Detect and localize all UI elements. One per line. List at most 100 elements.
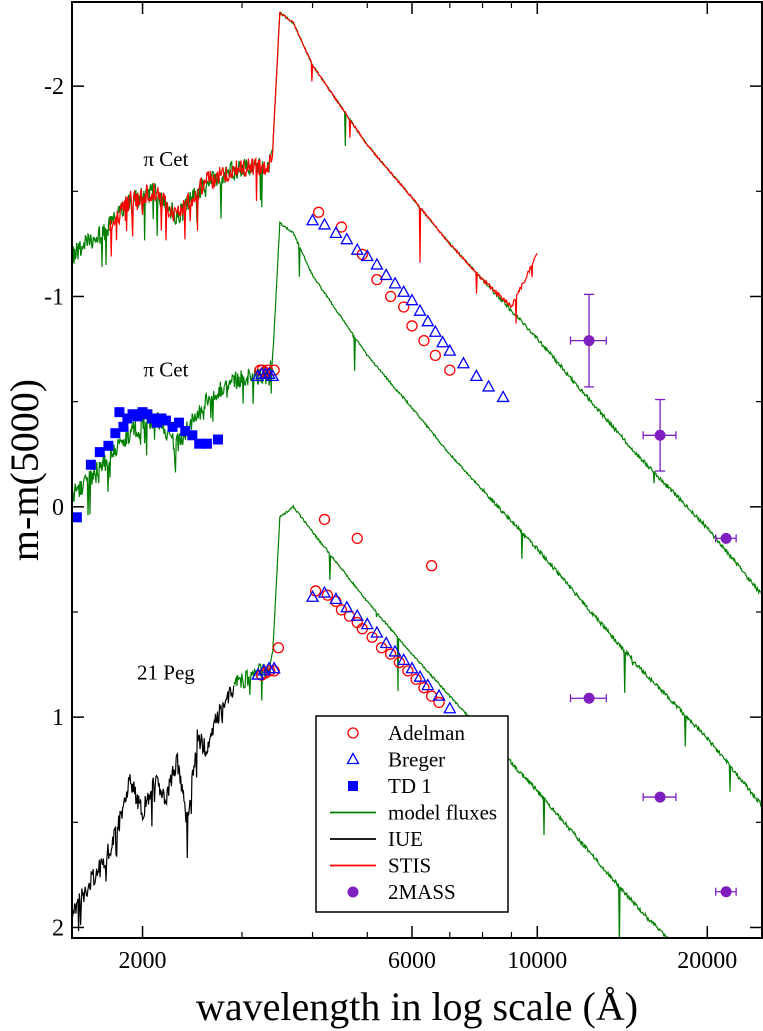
series-9-point [413, 669, 427, 682]
series-7-point [201, 438, 212, 449]
series-4-line [72, 685, 235, 932]
series-10-point [583, 335, 595, 347]
star-label: 21 Peg [137, 660, 195, 684]
series-9-point [257, 663, 271, 676]
series-7-point [114, 407, 125, 418]
series-6-point [413, 303, 427, 316]
series-6-point [360, 249, 374, 262]
series-9-point [350, 608, 364, 621]
series-6-point [329, 226, 343, 239]
y-axis-title: m-m(5000) [2, 379, 47, 561]
series-5-point [406, 320, 418, 332]
series-11-point [720, 886, 732, 898]
series-6-point [370, 257, 384, 270]
series-6-point [251, 369, 265, 382]
series-6-point [397, 284, 411, 297]
series-7-point [103, 440, 114, 451]
series-8-point [402, 665, 414, 677]
series-6-point [456, 356, 471, 369]
legend-swatch [347, 886, 359, 898]
series-6-point [350, 242, 364, 255]
plot-content [72, 11, 762, 938]
series-8-point [351, 616, 363, 629]
series-9-point [360, 617, 374, 630]
series-9-point [388, 644, 402, 657]
series-7-point [167, 421, 178, 432]
series-6-point [428, 324, 442, 337]
axis-ticks: 2000 6000 10000 20000 -2 -1 0 1 2 [44, 2, 762, 974]
y-tick-label: 0 [52, 495, 64, 521]
legend-swatch [348, 781, 358, 791]
y-tick-label: 1 [52, 705, 64, 731]
series-9-point [317, 585, 332, 598]
series-8-point [385, 648, 397, 660]
series-9-point [397, 653, 411, 666]
series-6-point [469, 369, 483, 382]
series-9-point [443, 701, 457, 714]
series-5-point [268, 364, 280, 376]
legend-entry-label: 2MASS [388, 880, 456, 904]
legend-box [315, 715, 509, 913]
series-5-point [429, 349, 442, 362]
series-7-point [72, 512, 82, 523]
x-tick-label: 10000 [507, 948, 567, 974]
series-8-point [318, 513, 331, 526]
series-8-point [433, 696, 445, 709]
series-9-point [340, 600, 354, 613]
series-6-point [317, 217, 332, 230]
series-5-point [385, 290, 397, 303]
series-9-point [370, 625, 384, 638]
series-9-point [405, 661, 419, 674]
legend-entry-label: TD 1 [388, 774, 432, 798]
y-tick-label: -2 [44, 74, 64, 100]
star-label: π Cet [143, 357, 188, 381]
series-5-point [398, 301, 410, 313]
plot-frame [71, 1, 763, 939]
series-7-point [160, 415, 171, 426]
series-7-point [122, 413, 133, 424]
series-6-point [340, 232, 354, 245]
series-8-point [418, 682, 430, 694]
star-annotations: π Cet π Cet 21 Peg [137, 147, 195, 684]
x-tick-label: 20000 [677, 948, 737, 974]
series-1-line [109, 11, 538, 324]
series-8-point [425, 690, 438, 702]
legend-entry-label: STIS [388, 854, 431, 878]
series-6-point [436, 335, 450, 348]
series-7-point [118, 421, 129, 432]
series-6-point [266, 369, 280, 382]
series-9-point [379, 636, 393, 649]
legend-entry-label: model fluxes [388, 801, 497, 825]
series-9-point [267, 661, 281, 674]
series-6-point [482, 379, 496, 392]
legend-entry-label: Breger [388, 748, 445, 772]
series-10-point [654, 429, 666, 441]
x-tick-label: 2000 [119, 948, 167, 974]
series-6-point [405, 293, 419, 306]
x-axis-title: wavelength in log scale (Å) [196, 984, 638, 1029]
series-9-point [305, 589, 320, 602]
series-8-point [272, 642, 285, 654]
series-7-point [187, 430, 198, 441]
series-7-point [173, 417, 184, 428]
series-8-point [321, 589, 334, 601]
x-tick-label: 6000 [388, 948, 436, 974]
series-6-point [388, 276, 402, 289]
series-7-point [180, 426, 191, 437]
series-8-point [393, 656, 406, 669]
series-9-point [432, 688, 446, 701]
series-9-point [329, 592, 343, 605]
series-7-point [127, 409, 138, 420]
legend-swatch [347, 727, 359, 739]
series-8-point [425, 560, 438, 572]
series-6-point [443, 343, 457, 356]
series-8-point [335, 604, 348, 616]
star-label: π Cet [143, 147, 188, 171]
series-6-point [496, 390, 510, 403]
series-5-point [444, 364, 456, 376]
series-11-point [654, 791, 666, 803]
series-7-point [94, 447, 105, 458]
series-6-point [421, 314, 435, 327]
